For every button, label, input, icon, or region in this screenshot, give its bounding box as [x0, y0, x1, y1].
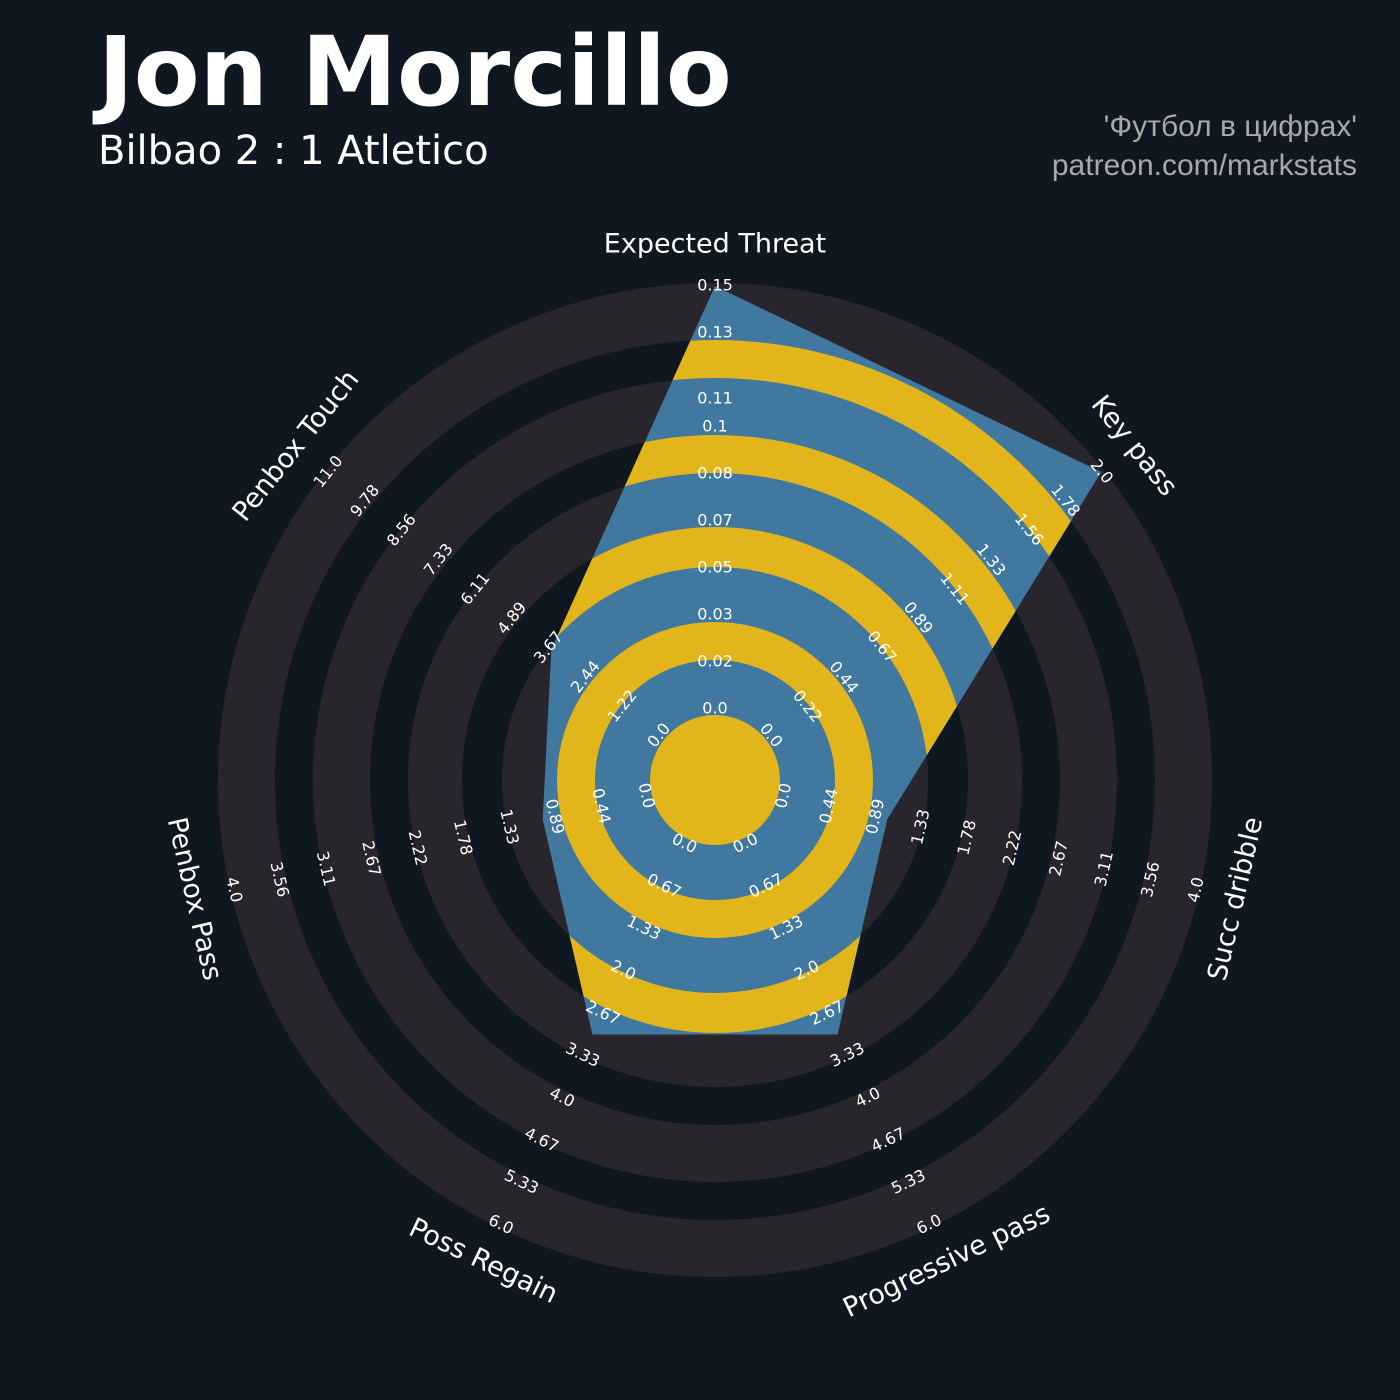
highlight-ring — [650, 715, 780, 845]
tick-label: 0.07 — [697, 510, 733, 529]
tick-label: 0.1 — [702, 417, 727, 436]
chart-title: Jon Morcillo — [92, 16, 732, 128]
tick-label: 0.08 — [697, 464, 733, 483]
param-label: Expected Threat — [604, 229, 826, 260]
tick-label: 0.11 — [697, 388, 733, 407]
tick-label: 0.0 — [702, 699, 727, 718]
credit: 'Футбол в цифрах' — [1104, 110, 1357, 143]
tick-label: 0.03 — [697, 605, 733, 624]
credit: patreon.com/markstats — [1052, 149, 1357, 182]
highlight-ring — [557, 622, 873, 938]
tick-label: 0.13 — [697, 323, 733, 342]
tick-label: 0.02 — [697, 651, 733, 670]
radar-shape — [542, 286, 1102, 1035]
highlight-ring — [542, 340, 1102, 1035]
tick-label: 0.15 — [697, 276, 733, 295]
tick-label: 0.05 — [697, 558, 733, 577]
highlight-rings — [542, 340, 1102, 1035]
chart-subtitle: Bilbao 2 : 1 Atletico — [98, 128, 489, 174]
